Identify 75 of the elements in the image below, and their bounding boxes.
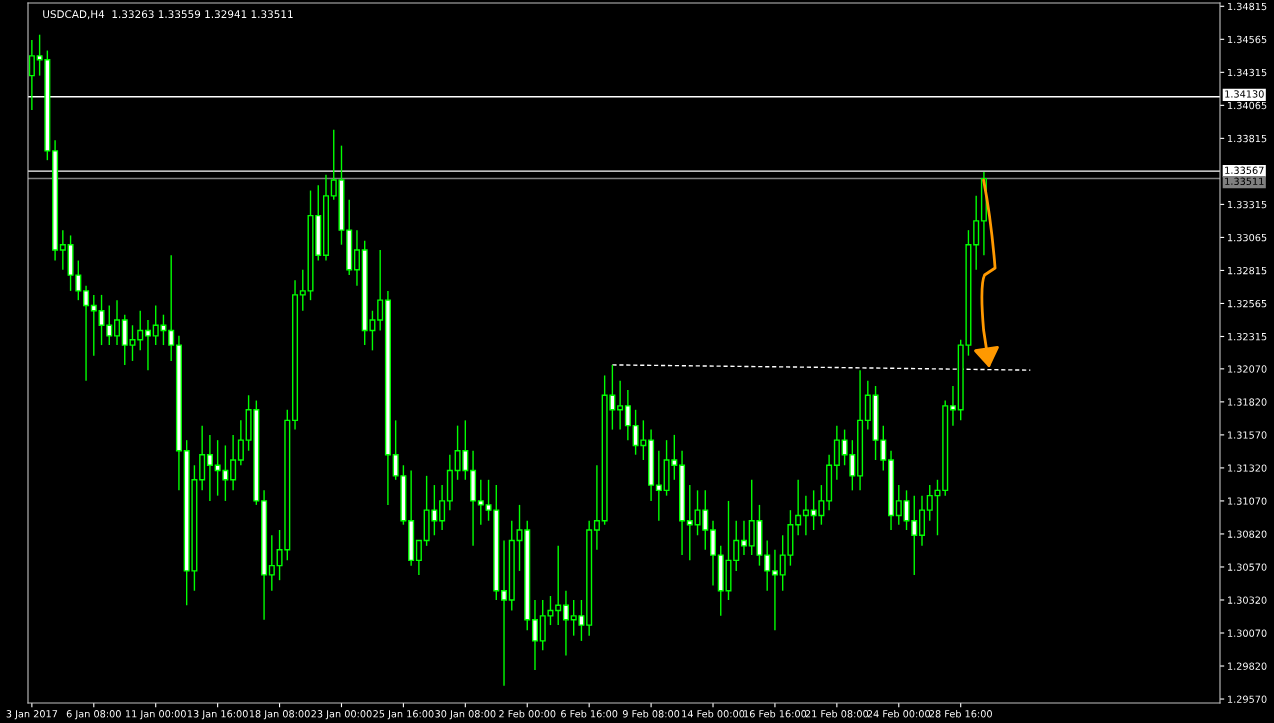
candlestick [655,450,662,522]
y-tick-label: 1.32565 [1228,299,1267,308]
candlestick [562,590,569,657]
candlestick [377,249,384,332]
candlestick [802,494,809,536]
y-tick-label: 1.33065 [1228,233,1267,242]
y-tick-label: 1.32815 [1228,266,1267,275]
candlestick [415,539,422,576]
candlestick [555,545,562,626]
candlestick [764,539,771,592]
x-tick-label: 30 Jan 08:00 [435,710,496,720]
candlestick [973,195,980,271]
candlestick [531,599,539,671]
x-tick-label: 21 Feb 08:00 [805,709,869,718]
y-tick-label: 1.32315 [1228,332,1267,341]
candlestick [624,389,631,441]
y-tick-label: 1.33315 [1228,200,1267,209]
candlestick [501,539,508,687]
candlestick [617,380,624,431]
y-tick-label: 1.33815 [1228,134,1267,143]
x-tick-label: 11 Jan 00:00 [126,710,186,720]
ref-line-label: 1.33567 [1225,166,1264,174]
x-tick-label: 13 Jan 16:00 [187,710,248,720]
x-tick-label: 3 Jan 2017 [6,710,58,720]
x-tick-label: 6 Jan 08:00 [66,710,121,720]
x-tick-label: 9 Feb 08:00 [622,709,680,718]
x-tick-label: 23 Jan 00:00 [311,710,372,720]
candlestick [59,229,66,271]
candlestick [740,520,747,556]
x-tick-label: 2 Feb 00:00 [499,709,556,718]
x-tick-label: 6 Feb 16:00 [561,709,618,718]
y-tick-label: 1.34065 [1228,101,1267,110]
candlestick [299,269,306,312]
candlestick [144,319,151,371]
candlestick [83,284,90,382]
y-tick-label: 1.31570 [1228,431,1267,439]
y-tick-label: 1.34565 [1228,35,1267,44]
y-tick-label: 1.30570 [1228,563,1267,571]
x-tick-label: 14 Feb 00:00 [682,709,745,718]
y-tick-label: 1.30820 [1228,530,1267,538]
text: USDCAD,H4 1.33263 1.33559 1.32941 1.33511 [43,10,293,20]
candlestick [168,254,175,362]
y-tick-label: 1.32070 [1228,365,1267,373]
candlestick [593,464,600,551]
candlestick [795,479,802,536]
candlestick [237,419,244,466]
y-tick-label: 1.30320 [1228,596,1267,604]
candlestick [268,534,275,592]
x-tick-label: 24 Feb 00:00 [867,709,931,718]
candlestick [439,484,446,531]
candlestick [771,549,778,632]
y-tick-label: 1.31820 [1228,398,1267,406]
y-tick-label: 1.31070 [1228,497,1267,505]
y-tick-label: 1.31320 [1228,464,1267,472]
candlestick [895,484,902,526]
candlestick [230,434,237,492]
ref-line-label: 1.33511 [1225,177,1264,185]
candlestick [90,294,97,357]
candlestick [686,484,693,562]
y-tick-label: 1.34815 [1228,2,1267,11]
ref-line-label: 1.34130 [1225,90,1264,98]
candlestick [477,479,484,526]
y-tick-label: 1.34315 [1228,68,1267,77]
candlestick [28,39,35,111]
y-tick-label: 1.29820 [1228,662,1267,670]
candlestick [949,385,956,427]
candlestick [113,299,121,346]
x-tick-label: 25 Jan 16:00 [373,710,434,720]
candlestick [206,434,213,502]
x-tick-label: 16 Feb 16:00 [744,709,807,718]
candlestick [353,229,360,287]
y-tick-label: 1.29570 [1228,695,1267,703]
y-tick-label: 1.30070 [1228,629,1267,637]
x-tick-label: 28 Feb 16:00 [929,709,992,718]
x-tick-label: 18 Jan 08:00 [249,710,310,720]
